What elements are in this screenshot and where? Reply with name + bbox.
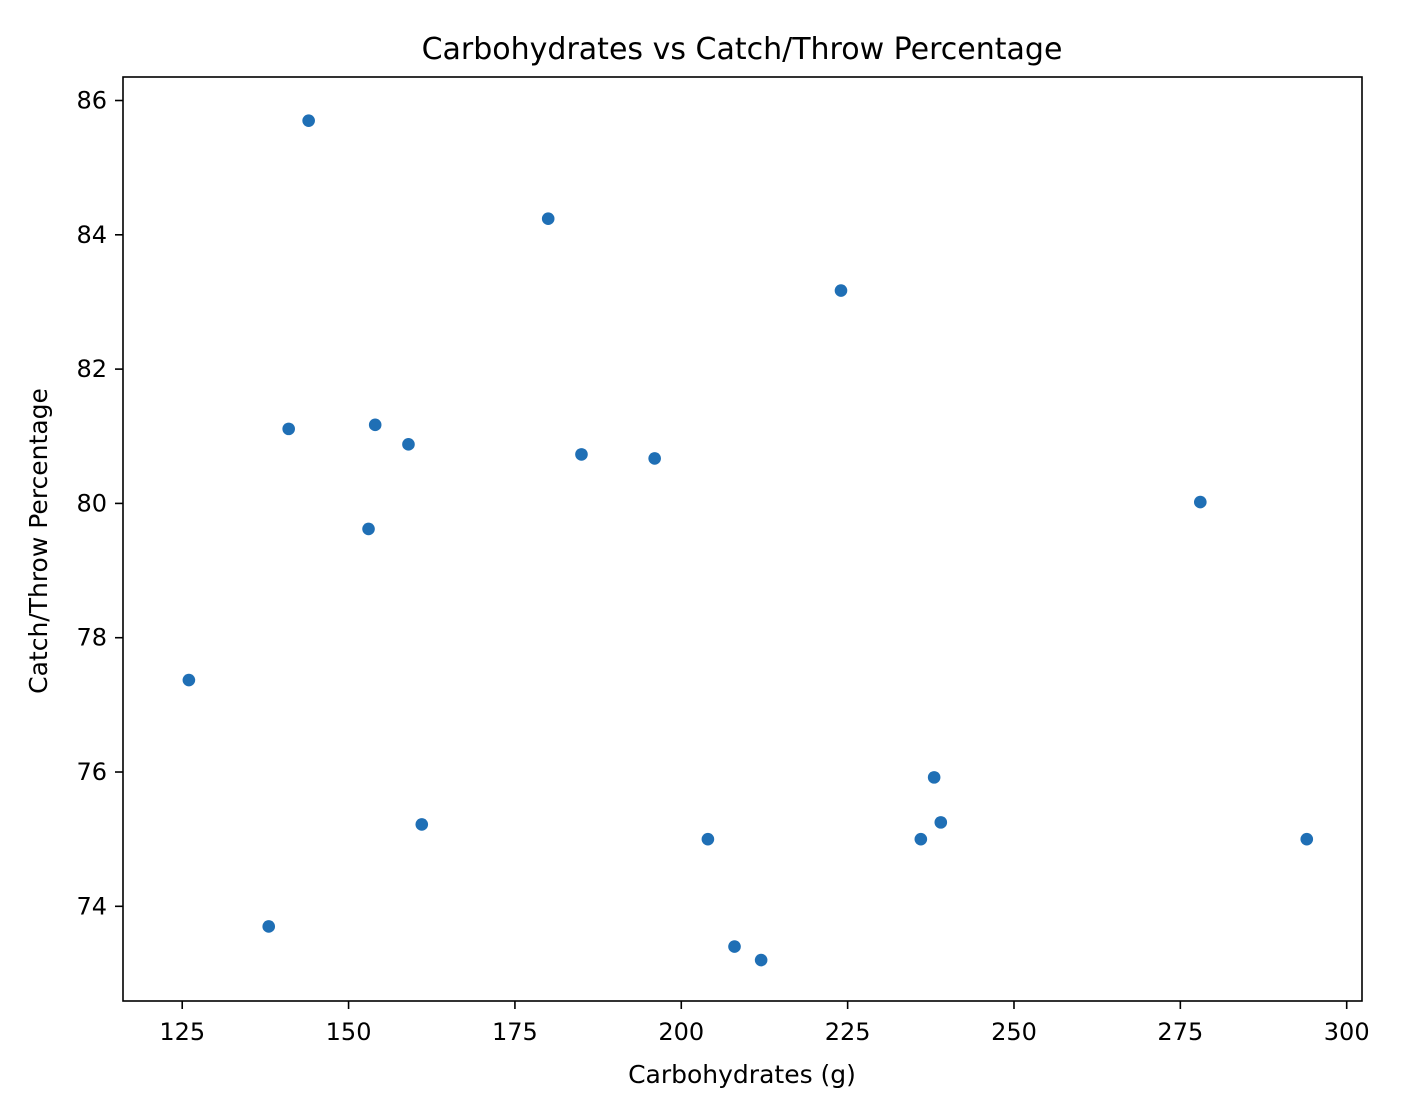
data-point xyxy=(728,940,741,953)
x-axis: 125 150 175 200 225 250 275 300 xyxy=(159,1001,1370,1046)
data-point xyxy=(754,953,768,967)
y-tick-label: 74 xyxy=(76,892,107,920)
y-tick-label: 84 xyxy=(76,221,107,249)
x-tick-label: 175 xyxy=(492,1018,538,1046)
plot-area xyxy=(122,76,1363,1002)
y-tick-label: 80 xyxy=(76,489,107,517)
y-tick-label: 82 xyxy=(76,355,107,383)
y-axis: 74 76 78 80 82 84 86 xyxy=(76,87,123,920)
data-point xyxy=(914,832,928,846)
data-point xyxy=(701,832,715,846)
data-point xyxy=(541,212,555,225)
y-tick-label: 78 xyxy=(76,624,107,652)
data-point xyxy=(927,771,941,784)
data-point xyxy=(934,816,948,829)
data-point xyxy=(402,438,415,451)
chart-title: Carbohydrates vs Catch/Throw Percentage xyxy=(422,32,1063,67)
data-point xyxy=(362,522,375,536)
x-tick-label: 125 xyxy=(159,1018,205,1046)
data-point xyxy=(368,418,382,432)
x-tick-label: 200 xyxy=(658,1018,704,1046)
x-tick-label: 150 xyxy=(326,1018,372,1046)
data-point xyxy=(415,818,429,831)
y-tick-label: 76 xyxy=(76,758,107,786)
data-point xyxy=(1300,832,1314,846)
y-axis-label: Catch/Throw Percentage xyxy=(24,388,53,694)
data-point xyxy=(834,284,848,297)
x-tick-label: 300 xyxy=(1324,1018,1370,1046)
data-point xyxy=(648,452,661,465)
x-tick-label: 250 xyxy=(991,1018,1037,1046)
data-points xyxy=(182,114,1314,967)
data-point xyxy=(1194,495,1207,509)
data-point xyxy=(575,448,588,461)
x-tick-label: 225 xyxy=(825,1018,871,1046)
data-point xyxy=(282,422,295,436)
x-axis-label: Carbohydrates (g) xyxy=(628,1060,856,1089)
plot-frame xyxy=(122,76,1363,1002)
data-point xyxy=(262,920,276,933)
y-tick-label: 86 xyxy=(76,87,107,115)
data-point xyxy=(182,673,196,687)
data-point xyxy=(302,114,315,127)
x-tick-label: 275 xyxy=(1157,1018,1203,1046)
